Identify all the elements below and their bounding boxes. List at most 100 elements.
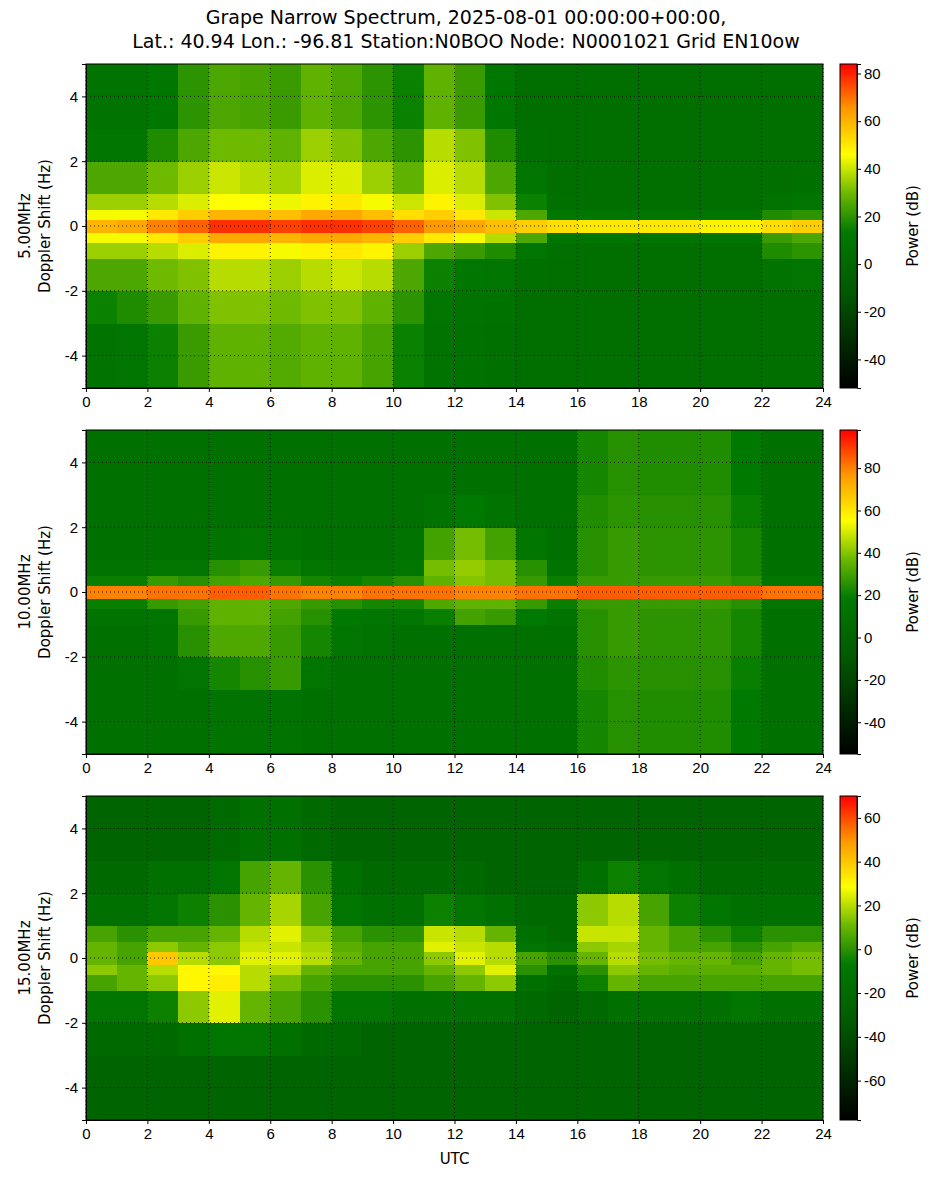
cell xyxy=(393,598,424,608)
cell xyxy=(178,990,209,1023)
cell xyxy=(485,796,516,861)
tick: 6 xyxy=(267,1120,275,1142)
tick: 0 xyxy=(82,1120,90,1142)
cell xyxy=(301,586,332,599)
cell xyxy=(639,974,670,991)
cell xyxy=(362,586,393,599)
cell xyxy=(762,258,793,291)
cell xyxy=(178,291,209,324)
tick-mark xyxy=(82,657,86,658)
cell xyxy=(270,527,301,560)
cell xyxy=(608,964,639,974)
cell xyxy=(485,624,516,657)
cell xyxy=(147,495,178,528)
tick-mark xyxy=(762,1120,763,1124)
tick-label: 8 xyxy=(328,393,336,410)
cell xyxy=(393,990,424,1023)
cell xyxy=(147,129,178,162)
cell xyxy=(240,608,271,625)
cell xyxy=(147,974,178,991)
cell xyxy=(332,161,363,194)
tick-mark xyxy=(577,754,578,758)
cell xyxy=(301,689,332,754)
cell xyxy=(362,598,393,608)
cell xyxy=(209,964,240,974)
cell xyxy=(639,129,670,162)
cell xyxy=(577,576,608,586)
tick-mark xyxy=(82,462,86,463)
cell xyxy=(362,689,393,754)
cell xyxy=(485,291,516,324)
cell xyxy=(240,291,271,324)
cell xyxy=(424,990,455,1023)
tick: 60 xyxy=(857,502,881,519)
cell xyxy=(332,624,363,657)
cell xyxy=(455,560,486,577)
colorbar-title: Power (dB) xyxy=(904,185,922,267)
tick-mark xyxy=(823,1120,824,1124)
cell xyxy=(424,861,455,894)
cell xyxy=(639,861,670,894)
tick-mark xyxy=(639,1120,640,1124)
tick-label: -2 xyxy=(65,1014,78,1031)
cell xyxy=(362,194,393,211)
cell xyxy=(639,657,670,690)
cell xyxy=(516,598,547,608)
cell xyxy=(639,1023,670,1056)
tick-label: 8 xyxy=(328,1125,336,1142)
grid-line xyxy=(515,796,516,1120)
cell xyxy=(700,990,731,1023)
cell xyxy=(669,942,700,952)
cell xyxy=(762,974,793,991)
cell xyxy=(147,990,178,1023)
tick-label: 40 xyxy=(864,160,881,177)
cell xyxy=(485,527,516,560)
cell xyxy=(485,220,516,233)
cell xyxy=(301,576,332,586)
cell xyxy=(700,194,731,211)
cell xyxy=(608,1023,639,1056)
cell xyxy=(270,576,301,586)
cell xyxy=(762,624,793,657)
tick-label: -4 xyxy=(65,347,78,364)
cell xyxy=(393,926,424,943)
cell xyxy=(547,194,578,211)
cell xyxy=(332,527,363,560)
cell xyxy=(762,942,793,952)
axis-line xyxy=(858,431,862,755)
cell xyxy=(792,291,823,324)
cell xyxy=(147,560,178,577)
grid-line xyxy=(86,592,823,593)
cell xyxy=(731,210,762,220)
tick-label: 12 xyxy=(447,1125,464,1142)
grid-line xyxy=(700,796,701,1120)
cell xyxy=(301,560,332,577)
cell xyxy=(393,242,424,259)
cell xyxy=(700,242,731,259)
tick-mark xyxy=(82,1088,86,1089)
tick-label: 24 xyxy=(815,393,832,410)
tick: 2 xyxy=(70,519,86,536)
cell xyxy=(485,942,516,952)
tick-mark xyxy=(857,121,861,122)
cell xyxy=(240,926,271,943)
cell xyxy=(577,242,608,259)
cell xyxy=(301,495,332,528)
grid-line xyxy=(331,430,332,754)
cell xyxy=(762,210,793,220)
cell xyxy=(86,232,117,242)
cell xyxy=(393,796,424,861)
cell xyxy=(608,624,639,657)
x-axis: 024681012141618202224 xyxy=(82,388,832,410)
tick-mark xyxy=(209,1120,210,1124)
cell xyxy=(455,161,486,194)
cell xyxy=(209,576,240,586)
tick-mark xyxy=(857,949,861,950)
tick-label: 14 xyxy=(508,393,525,410)
cell xyxy=(608,161,639,194)
tick-label: 20 xyxy=(692,759,709,776)
cell xyxy=(639,194,670,211)
cell xyxy=(485,576,516,586)
tick: 24 xyxy=(815,1120,832,1142)
cell xyxy=(455,861,486,894)
